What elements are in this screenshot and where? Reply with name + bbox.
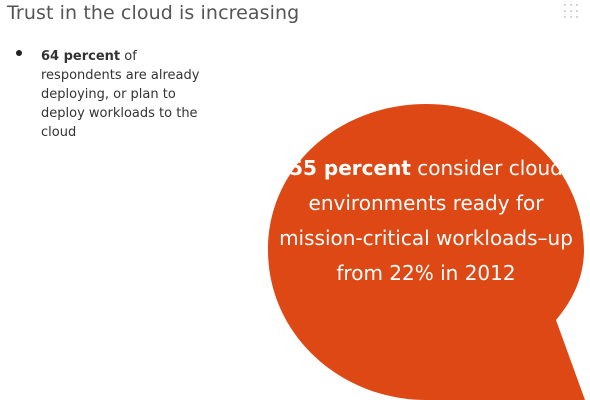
dot-grid-icon — [564, 4, 578, 18]
bullet-highlight: 64 percent — [41, 49, 121, 64]
slide-title: Trust in the cloud is increasing — [7, 2, 300, 24]
callout-body: consider cloud environments ready for mi… — [279, 156, 573, 285]
bullet-body: of respondents are already deploying, or… — [41, 49, 200, 140]
bullet-dot-icon — [16, 50, 22, 56]
callout-highlight: 55 percent — [289, 156, 411, 180]
speech-bubble-shape — [268, 104, 585, 400]
callout-text: 55 percent consider cloud environments r… — [276, 151, 576, 291]
bullet-point: 64 percent of respondents are already de… — [41, 47, 209, 142]
